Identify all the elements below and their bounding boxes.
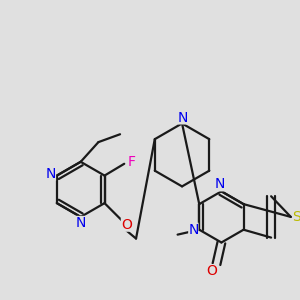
Text: N: N <box>76 216 86 230</box>
Text: N: N <box>214 177 225 191</box>
Text: O: O <box>121 218 132 232</box>
Text: N: N <box>178 110 188 124</box>
Text: S: S <box>292 210 300 224</box>
Text: N: N <box>188 223 199 237</box>
Text: N: N <box>46 167 56 181</box>
Text: O: O <box>206 264 217 278</box>
Text: F: F <box>128 155 136 169</box>
